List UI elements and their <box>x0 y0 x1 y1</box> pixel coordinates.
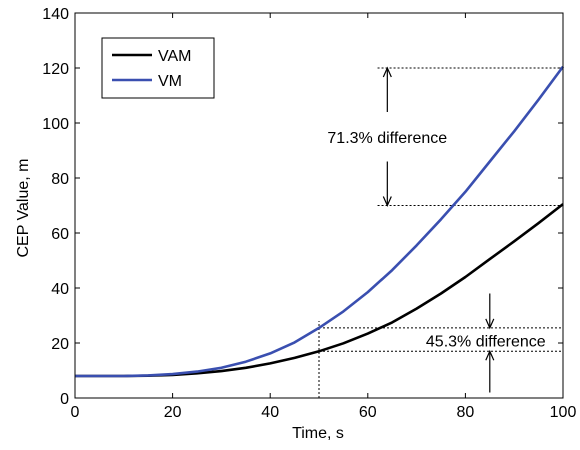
x-tick-label: 100 <box>550 404 577 421</box>
x-tick-label: 0 <box>71 404 80 421</box>
arrow-down-71-head <box>382 196 392 207</box>
series-line-vm <box>75 65 565 378</box>
y-tick-label: 60 <box>51 226 69 243</box>
arrow-down-45-head <box>485 318 495 330</box>
y-tick-label: 20 <box>51 336 69 353</box>
annotations: 71.3% difference 45.3% difference <box>318 66 563 398</box>
axes-box <box>74 12 564 399</box>
axes-frame <box>74 12 564 399</box>
y-tick-label: 100 <box>42 116 69 133</box>
x-axis-label: Time, s <box>292 425 344 442</box>
y-tick-label: 120 <box>42 61 69 78</box>
annotation-71-percent: 71.3% difference <box>327 130 447 147</box>
x-tick-label: 60 <box>359 404 377 421</box>
x-tick-label: 40 <box>261 404 279 421</box>
series-lines <box>75 65 565 378</box>
y-tick-label: 40 <box>51 281 69 298</box>
legend-label-vam: VAM <box>158 48 191 65</box>
x-tick-label: 20 <box>164 404 182 421</box>
y-tick-label: 0 <box>60 391 69 408</box>
arrow-up-71-head <box>382 66 392 78</box>
arrow-up-45-head <box>485 349 495 361</box>
legend-label-vm: VM <box>158 73 182 90</box>
y-tick-label: 80 <box>51 171 69 188</box>
y-axis-label: CEP Value, m <box>15 158 32 257</box>
y-tick-label: 140 <box>42 6 69 23</box>
axis-ticks: 0 20 40 60 80 100 0 20 40 60 80 100 120 140 <box>42 6 576 421</box>
legend-box <box>101 37 215 99</box>
annotation-45-percent: 45.3% difference <box>426 333 546 350</box>
x-tick-label: 80 <box>457 404 475 421</box>
legend: VAM VM <box>101 37 215 99</box>
